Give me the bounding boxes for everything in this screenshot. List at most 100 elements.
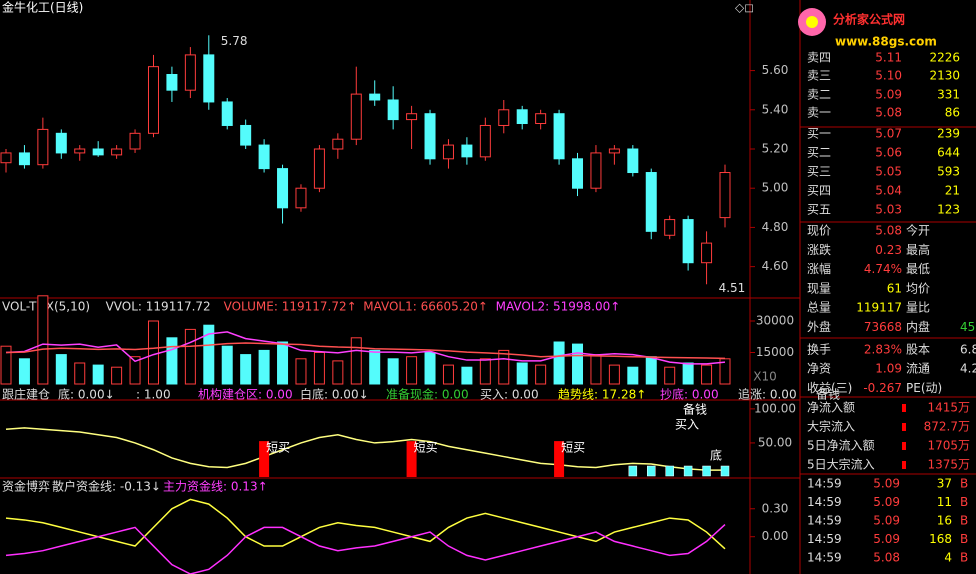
candle-body xyxy=(406,113,418,121)
panel-text: 5.05 xyxy=(875,165,902,179)
volume-header: MAVOL1: 66605.20↑ xyxy=(363,300,488,314)
mavol-line xyxy=(5,342,726,360)
signal-item: 追涨: 0.00 xyxy=(738,387,797,402)
panel-text: 73668 xyxy=(864,320,902,334)
panel-text: 86 xyxy=(945,106,960,120)
panel-text: 644 xyxy=(937,146,960,160)
chart-title: 金牛化工(日线) xyxy=(2,0,83,15)
short-buy-bar xyxy=(406,441,417,477)
panel-text: 6.8 xyxy=(960,342,976,356)
volume-bar xyxy=(74,362,86,385)
volume-bar xyxy=(572,343,584,385)
panel-text: 11 xyxy=(937,495,952,509)
signal-item: 趋势线: 17.28↑ xyxy=(558,388,646,402)
panel-text: 量比 xyxy=(906,301,930,315)
volume-scale: X10 xyxy=(753,370,777,384)
volume-bar xyxy=(664,366,676,385)
panel-text: 5.11 xyxy=(875,51,902,65)
panel-text: 872.7万 xyxy=(924,420,970,434)
panel-text: 1705万 xyxy=(927,439,970,453)
volume-bar xyxy=(277,341,289,385)
candle-body xyxy=(369,93,381,101)
volume-bar xyxy=(424,352,436,385)
volume-bar xyxy=(627,366,639,385)
signal-item: 底: 0.00↓ xyxy=(58,387,115,402)
window-buttons[interactable]: ◇◻ xyxy=(735,1,754,15)
panel-text: 0.23 xyxy=(875,243,902,257)
volume-bar xyxy=(92,364,104,385)
candle-body xyxy=(203,54,215,103)
volume-bar xyxy=(129,356,141,385)
bottom-mark xyxy=(628,465,638,477)
signal-item: : 1.00 xyxy=(136,388,171,402)
panel-text: 45 xyxy=(960,320,975,334)
volume-bar xyxy=(479,358,491,385)
panel-text: 现价 xyxy=(807,224,831,238)
candle-body xyxy=(701,242,713,264)
panel-text: 1375万 xyxy=(927,458,970,472)
reserve-note: 备钱 xyxy=(683,402,707,417)
panel-text: 最高 xyxy=(906,242,930,257)
short-buy-label: 短买 xyxy=(561,441,585,455)
panel-text: 买四 xyxy=(807,184,831,198)
candle-body xyxy=(461,144,473,158)
volume-header: VOLUME: 119117.72↑ xyxy=(224,300,357,314)
panel-text: 239 xyxy=(937,127,960,141)
panel-text: 卖二 xyxy=(807,88,831,102)
short-buy-bar xyxy=(259,441,270,477)
panel-text: 5.07 xyxy=(875,127,902,141)
candle-body xyxy=(424,113,436,160)
candle-body xyxy=(295,187,307,209)
candle-body xyxy=(442,144,454,160)
candle-body xyxy=(74,148,86,154)
panel-text: 14:59 xyxy=(807,477,842,491)
panel-text: 2.83% xyxy=(864,342,902,356)
panel-text: 16 xyxy=(937,514,952,528)
volume-bar xyxy=(18,358,30,385)
bottom-mark xyxy=(702,465,711,477)
volume-bar xyxy=(55,354,67,385)
candle-body xyxy=(479,124,491,158)
panel-text: 净流入额 xyxy=(807,401,855,415)
volume-bar xyxy=(442,364,454,385)
candle-body xyxy=(37,128,49,166)
signal-item: 白底: 0.00↓ xyxy=(300,387,369,402)
volume-bar xyxy=(203,324,215,385)
logo-url: www.88gs.com xyxy=(835,35,937,49)
candle-body xyxy=(627,148,639,174)
bottom-mark xyxy=(683,465,693,477)
y-tick-label: 4.80 xyxy=(762,220,789,234)
volume-bar xyxy=(332,360,344,385)
volume-bar xyxy=(111,366,123,385)
volume-bar xyxy=(0,345,12,385)
volume-bar xyxy=(295,358,307,385)
panel-text: PE(动) xyxy=(906,381,942,395)
low-label: 4.51 xyxy=(719,281,746,295)
panel-text: 大宗流入 xyxy=(807,419,855,434)
panel-text: 5.09 xyxy=(873,495,900,509)
panel-text: 买三 xyxy=(807,165,831,179)
retail-label: 散户资金线: -0.13↓ xyxy=(52,479,161,494)
volume-bar xyxy=(406,356,418,385)
y-tick-label: 0.30 xyxy=(762,501,789,515)
flow-marker xyxy=(902,461,906,469)
fund-header: 资金博弈 xyxy=(2,479,50,494)
candle-body xyxy=(240,124,252,146)
y-tick-label: 100.00 xyxy=(754,401,796,415)
panel-text: 涨跌 xyxy=(807,242,831,257)
panel-text: 买五 xyxy=(807,203,831,217)
volume-bar xyxy=(184,328,196,385)
volume-bar xyxy=(516,362,528,385)
candle-body xyxy=(664,219,676,236)
panel-text: 5.08 xyxy=(873,551,900,565)
panel-text: 买一 xyxy=(807,127,831,141)
panel-text: 涨幅 xyxy=(807,261,831,276)
candle-body xyxy=(350,93,362,140)
candle-body xyxy=(92,148,104,156)
panel-text: 5.09 xyxy=(875,88,902,102)
y-tick-label: 5.20 xyxy=(762,142,789,156)
panel-text: 5.09 xyxy=(873,532,900,546)
volume-bar xyxy=(350,337,362,385)
